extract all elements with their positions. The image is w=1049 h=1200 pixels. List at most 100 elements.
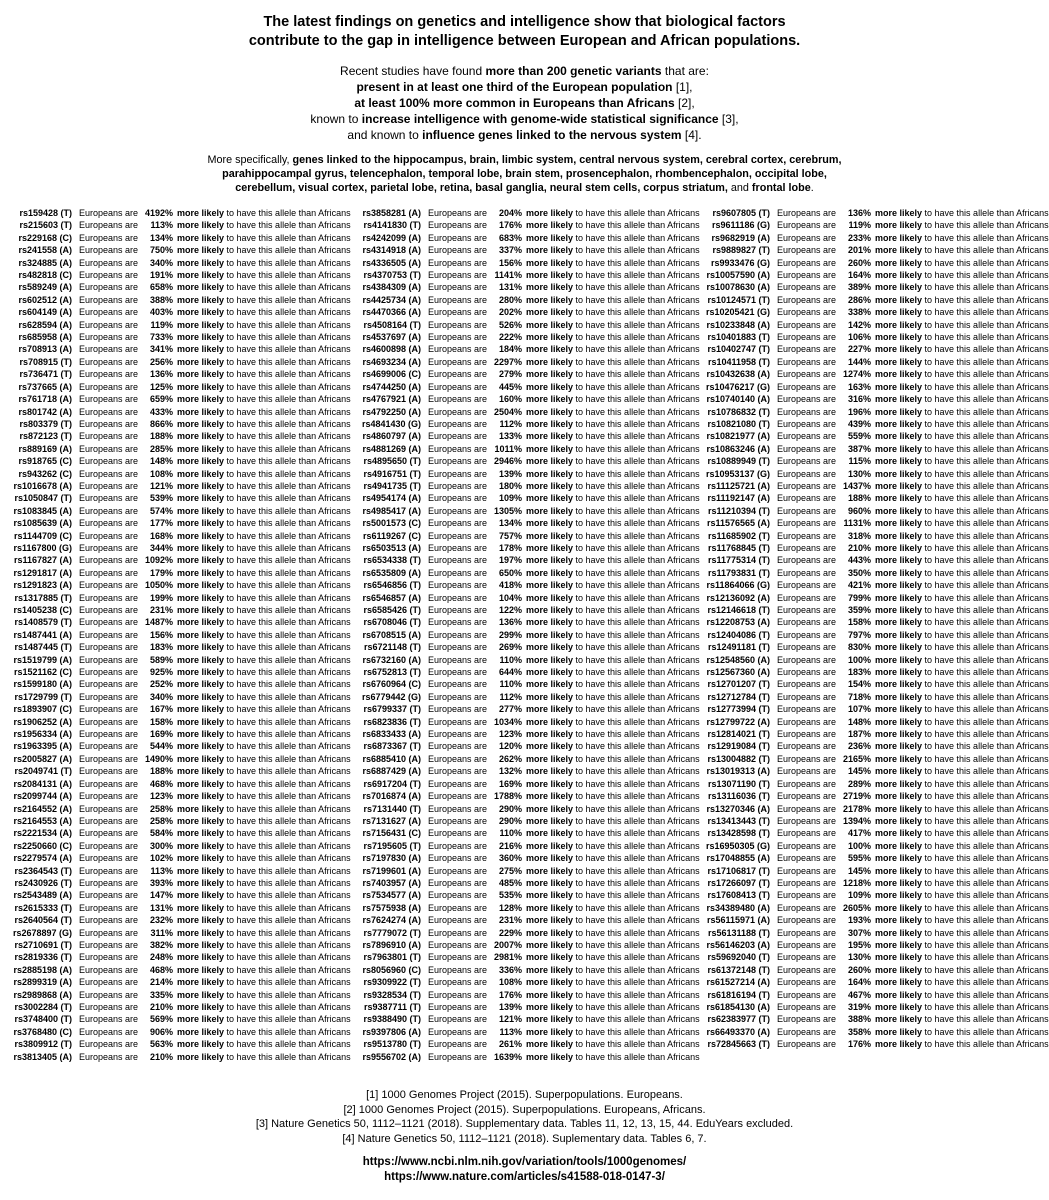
snp-row: rs1050847 (T) Europeans are 539% more likel…: [6, 492, 350, 504]
row-prefix: Europeans are: [79, 853, 139, 864]
snp-id: rs6708046 (T): [363, 617, 421, 628]
row-prefix: Europeans are: [777, 865, 837, 876]
row-prefix: Europeans are: [79, 319, 139, 330]
row-prefix: Europeans are: [428, 877, 488, 888]
snp-percent: 337%: [498, 245, 522, 256]
row-prefix: Europeans are: [428, 667, 488, 678]
row-prefix: Europeans are: [428, 443, 488, 454]
snp-percent: 260%: [847, 964, 871, 975]
snp-percent: 269%: [498, 642, 522, 653]
snp-row: rs11576565 (A) Europeans are 1131% more lik…: [704, 517, 1049, 529]
snp-percent: 197%: [498, 555, 522, 566]
intro-line: at least 100% more common in Europeans t…: [354, 96, 695, 110]
snp-id: rs159428 (T): [19, 208, 72, 218]
intro-line: Recent studies have found more than 200 …: [340, 64, 709, 78]
row-prefix: Europeans are: [428, 1002, 488, 1012]
snp-row: rs6887429 (A) Europeans are 132% more likel…: [355, 765, 699, 777]
row-prefix: Europeans are: [777, 915, 837, 926]
snp-percent: 1639%: [493, 1051, 522, 1062]
snp-row: rs2084131 (A) Europeans are 468% more likel…: [6, 778, 350, 790]
row-description: more likely to have this allele than Afr…: [177, 518, 351, 529]
row-description: more likely to have this allele than Afr…: [177, 332, 351, 343]
row-description: more likely to have this allele than Afr…: [526, 381, 700, 392]
snp-id: rs6534338 (T): [363, 555, 421, 566]
snp-percent: 232%: [149, 915, 173, 926]
row-prefix: Europeans are: [428, 356, 488, 367]
row-prefix: Europeans are: [428, 629, 488, 640]
row-description: more likely to have this allele than Afr…: [177, 964, 351, 975]
snp-row: rs4242099 (A) Europeans are 683% more likel…: [355, 232, 699, 244]
row-description: more likely to have this allele than Afr…: [875, 691, 1049, 702]
snp-row: rs2164552 (A) Europeans are 258% more likel…: [6, 803, 350, 815]
row-description: more likely to have this allele than Afr…: [875, 952, 1049, 963]
snp-row: rs3768480 (C) Europeans are 906% more likel…: [6, 1026, 350, 1038]
snp-id: rs1144709 (C): [13, 530, 72, 541]
snp-row: rs56115971 (A) Europeans are 193% more like…: [704, 914, 1049, 926]
snp-percent: 574%: [149, 505, 173, 516]
row-description: more likely to have this allele than Afr…: [875, 307, 1049, 318]
row-prefix: Europeans are: [79, 456, 139, 467]
snp-row: rs6546856 (T) Europeans are 418% more likel…: [355, 579, 699, 591]
snp-percent: 112%: [499, 691, 522, 702]
url-ncbi[interactable]: https://www.ncbi.nlm.nih.gov/variation/t…: [362, 1156, 687, 1169]
row-prefix: Europeans are: [777, 530, 837, 541]
snp-id: rs4841430 (G): [361, 418, 421, 429]
row-description: more likely to have this allele than Afr…: [177, 815, 351, 826]
snp-row: rs2989868 (A) Europeans are 335% more likel…: [6, 989, 350, 1001]
snp-row: rs12491181 (T) Europeans are 830% more like…: [704, 641, 1049, 653]
row-prefix: Europeans are: [79, 605, 139, 615]
snp-percent: 418%: [498, 580, 522, 591]
row-prefix: Europeans are: [777, 617, 837, 628]
row-prefix: Europeans are: [79, 939, 139, 950]
row-prefix: Europeans are: [79, 1014, 139, 1025]
row-description: more likely to have this allele than Afr…: [177, 232, 351, 243]
row-description: more likely to have this allele than Afr…: [875, 232, 1049, 243]
snp-percent: 131%: [149, 902, 173, 913]
snp-percent: 1305%: [493, 505, 522, 516]
snp-row: rs4744250 (A) Europeans are 445% more likel…: [355, 381, 699, 393]
snp-row: rs801742 (A) Europeans are 433% more likely…: [6, 406, 350, 418]
snp-row: rs1906252 (A) Europeans are 158% more likel…: [6, 716, 350, 728]
snp-id: rs2084131 (A): [13, 778, 72, 789]
row-description: more likely to have this allele than Afr…: [526, 803, 700, 814]
snp-percent: 290%: [498, 815, 522, 826]
snp-id: rs12208753 (A): [706, 617, 770, 628]
snp-id: rs61527214 (A): [706, 977, 770, 988]
row-description: more likely to have this allele than Afr…: [875, 245, 1049, 256]
snp-row: rs13428598 (T) Europeans are 417% more like…: [704, 827, 1048, 839]
snp-percent: 584%: [149, 828, 173, 839]
row-prefix: Europeans are: [428, 245, 488, 256]
row-prefix: Europeans are: [428, 307, 488, 318]
snp-percent: 136%: [149, 369, 173, 380]
row-description: more likely to have this allele than Afr…: [177, 642, 351, 653]
snp-row: rs4600898 (A) Europeans are 184% more likel…: [355, 343, 699, 355]
snp-row: rs10432638 (A) Europeans are 1274% more lik…: [704, 368, 1048, 380]
snp-percent: 289%: [847, 778, 871, 789]
snp-row: rs215603 (T) Europeans are 113% more likely…: [6, 219, 350, 231]
row-description: more likely to have this allele than Afr…: [875, 431, 1049, 442]
row-prefix: Europeans are: [777, 592, 837, 603]
snp-percent: 193%: [847, 915, 871, 926]
snp-id: rs2543489 (A): [13, 890, 72, 901]
row-prefix: Europeans are: [428, 766, 488, 777]
row-prefix: Europeans are: [79, 1002, 139, 1012]
snp-row: rs4881269 (A) Europeans are 1011% more like…: [355, 443, 699, 455]
row-description: more likely to have this allele than Afr…: [526, 890, 700, 901]
snp-id: rs4744250 (A): [362, 381, 421, 392]
snp-id: rs13004882 (T): [707, 753, 770, 764]
reference-line-1: [1] 1000 Genomes Project (2015). Superpo…: [366, 1089, 683, 1102]
row-description: more likely to have this allele than Afr…: [177, 1014, 351, 1025]
snp-id: rs4508164 (T): [363, 319, 421, 330]
snp-row: rs2640564 (T) Europeans are 232% more likel…: [6, 914, 350, 926]
snp-row: rs11125721 (A) Europeans are 1437% more lik…: [704, 480, 1048, 492]
snp-percent: 718%: [847, 691, 871, 702]
url-nature[interactable]: https://www.nature.com/articles/s41588-0…: [384, 1171, 665, 1184]
snp-percent: 1437%: [842, 480, 871, 491]
snp-id: rs10953137 (G): [705, 468, 770, 479]
row-prefix: Europeans are: [777, 853, 837, 864]
row-prefix: Europeans are: [428, 915, 488, 926]
row-description: more likely to have this allele than Afr…: [526, 617, 700, 628]
row-prefix: Europeans are: [428, 480, 488, 491]
snp-id: rs10889949 (T): [707, 456, 770, 467]
snp-id: rs7195605 (T): [363, 840, 421, 851]
